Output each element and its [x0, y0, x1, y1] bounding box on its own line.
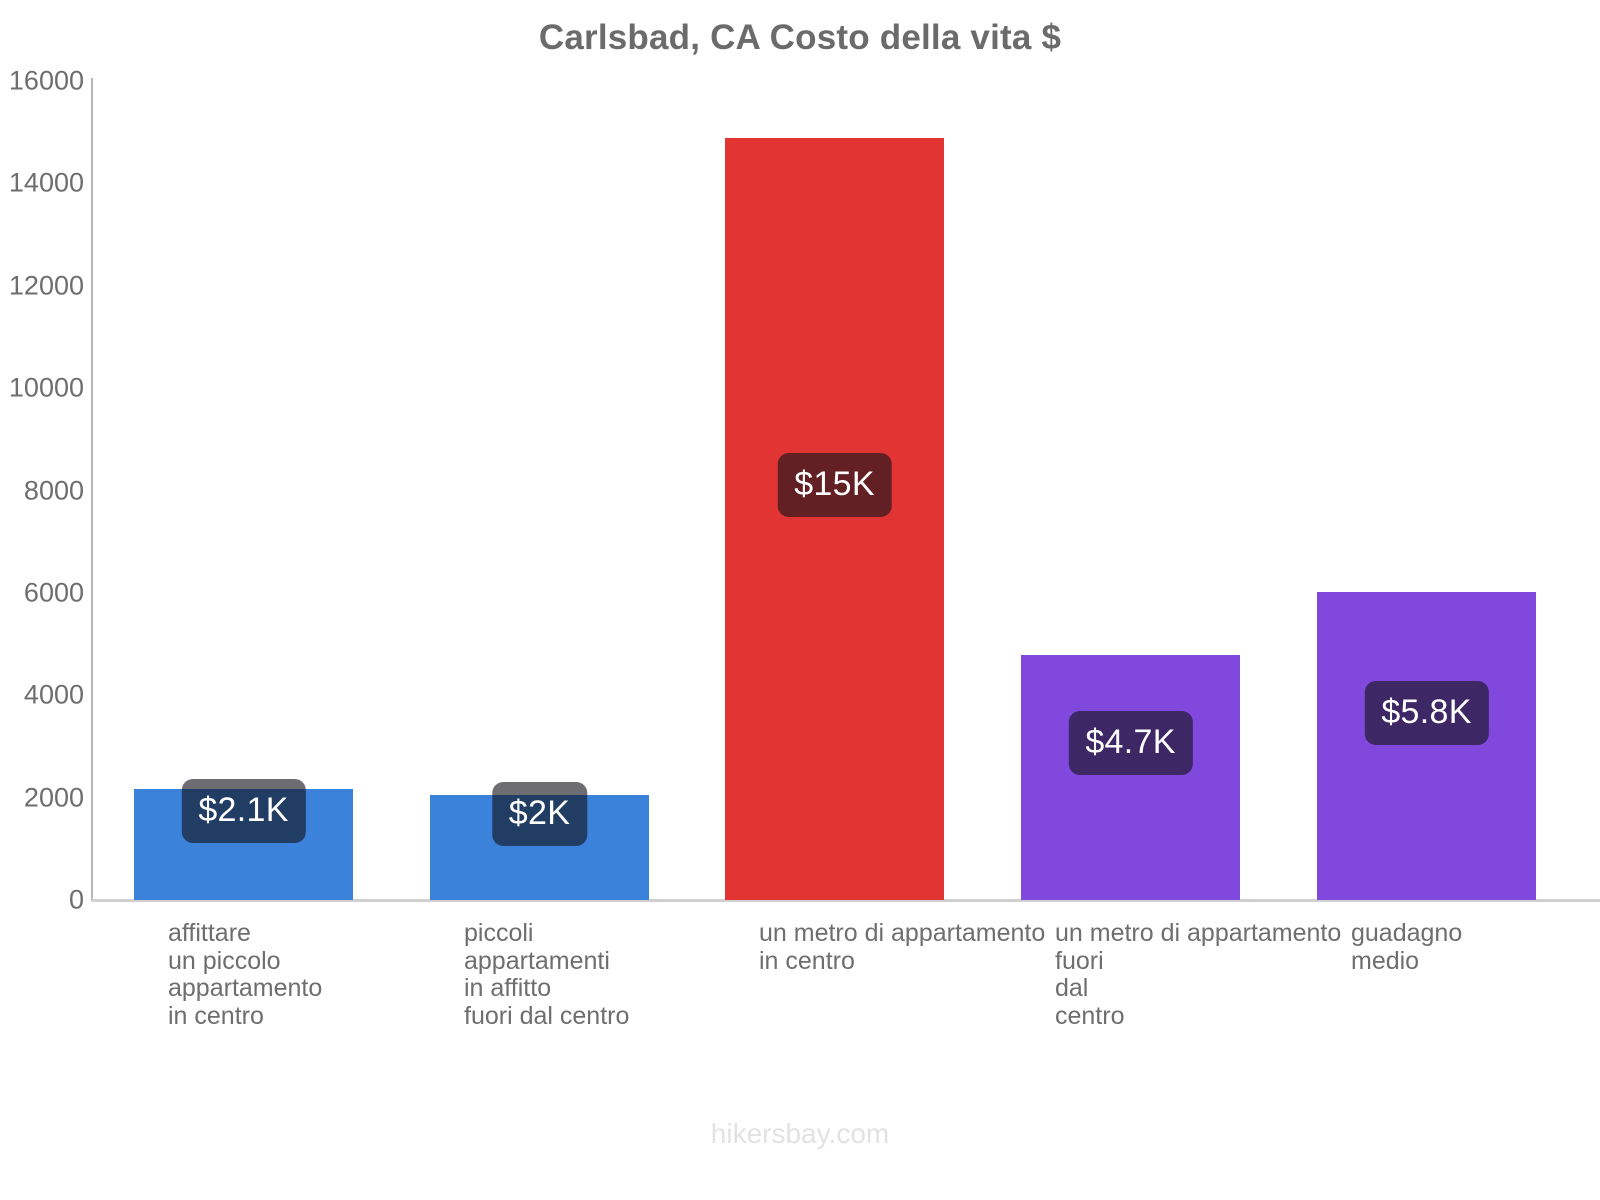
- bar-value-label-4: $4.7K: [1068, 711, 1193, 775]
- y-axis-tick-12000: 12000: [8, 270, 84, 301]
- y-axis-tick-16000: 16000: [8, 65, 84, 96]
- x-axis-label-1: affittare un piccolo appartamento in cen…: [168, 919, 323, 1030]
- bar-4[interactable]: $4.7K: [1021, 654, 1240, 900]
- plot-area: $2.1K $2K $15K $4.7K $5.8K: [92, 81, 1565, 900]
- chart-title: Carlsbad, CA Costo della vita $: [538, 18, 1062, 57]
- x-axis-label-5: guadagno medio: [1351, 919, 1463, 975]
- x-axis-baseline: [92, 899, 1600, 902]
- x-axis-label-3: un metro di appartamento in centro: [759, 919, 1046, 975]
- bar-1[interactable]: $2.1K: [134, 779, 353, 900]
- bar-value-label-3: $15K: [777, 453, 892, 517]
- bar-value-label-2: $2K: [491, 782, 588, 846]
- y-axis-tick-0: 0: [68, 884, 84, 915]
- bar-2[interactable]: $2K: [430, 782, 649, 900]
- y-axis-tick-14000: 14000: [8, 167, 84, 198]
- bar-value-label-5: $5.8K: [1364, 681, 1489, 745]
- bar-3[interactable]: $15K: [725, 138, 944, 900]
- y-axis-tick-10000: 10000: [8, 372, 84, 403]
- bar-value-label-1: $2.1K: [181, 779, 306, 843]
- y-axis-tick-2000: 2000: [23, 782, 84, 813]
- footer-credit: hikersbay.com: [710, 1118, 890, 1149]
- y-axis-tick-4000: 4000: [23, 679, 84, 710]
- y-axis-tick-8000: 8000: [23, 475, 84, 505]
- bar-5[interactable]: $5.8K: [1317, 591, 1536, 900]
- x-axis-label-4: un metro di appartamento fuori dal centr…: [1055, 919, 1342, 1030]
- y-axis-line: [91, 78, 93, 901]
- x-axis-label-2: piccoli appartamenti in affitto fuori da…: [464, 919, 630, 1030]
- y-axis-tick-6000: 6000: [23, 577, 84, 608]
